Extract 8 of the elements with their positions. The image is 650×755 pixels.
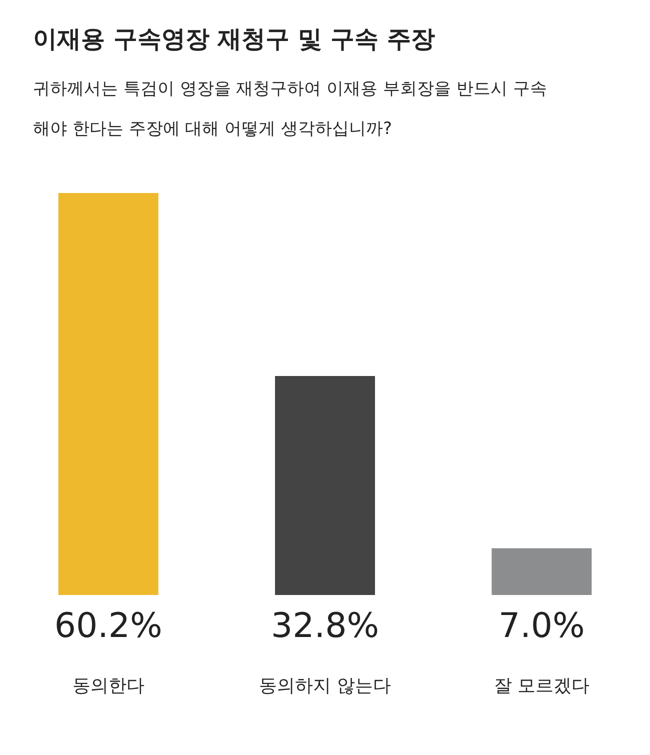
x-tick-label: 동의하지 않는다 <box>259 676 391 696</box>
data-label: 60.2% <box>54 606 162 646</box>
x-tick-label: 동의한다 <box>72 676 144 696</box>
data-label: 32.8% <box>270 606 380 646</box>
chart-title: 이재용 구속영장 재청구 및 구속 주장 <box>33 25 435 53</box>
x-tick-label: 잘 모르겠다 <box>494 676 590 696</box>
data-label: 7.0% <box>498 606 585 646</box>
chart-subtitle: 귀하께서는 특검이 영장을 재청구하여 이재용 부회장을 반드시 구속해야 한다는 주장에 대해 어떻게 생각하십니까? <box>33 79 547 139</box>
